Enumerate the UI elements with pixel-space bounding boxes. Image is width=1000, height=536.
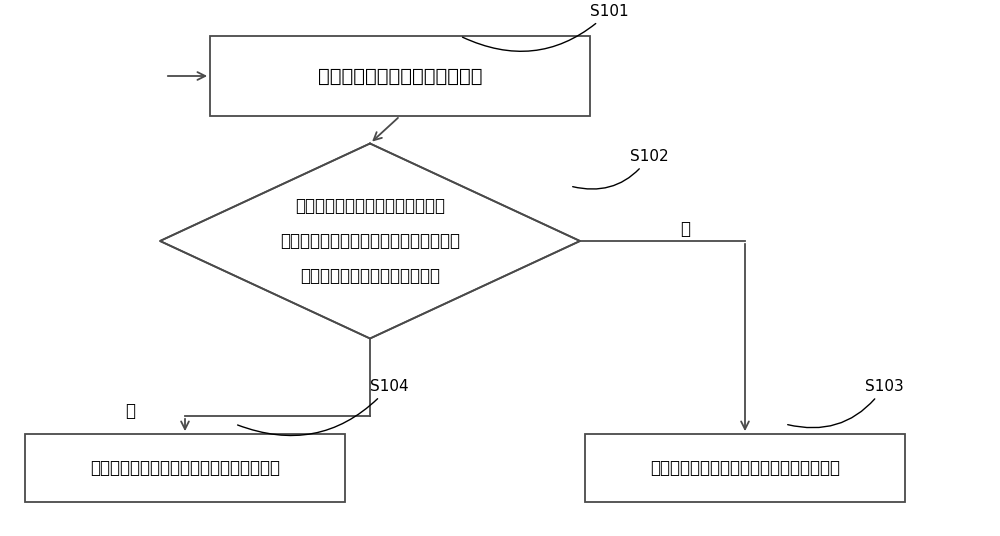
Text: S102: S102	[573, 149, 669, 189]
Text: S104: S104	[238, 379, 409, 436]
Text: 在电机在消磁过程中，对电机的: 在电机在消磁过程中，对电机的	[300, 267, 440, 285]
Bar	[585, 434, 905, 502]
Text: 继续对电机进行消磁处理直至电机完成消磁: 继续对电机进行消磁处理直至电机完成消磁	[650, 459, 840, 477]
Text: 回馈电流是否大于第一预设电流值: 回馈电流是否大于第一预设电流值	[295, 197, 445, 215]
Text: S101: S101	[463, 4, 629, 51]
Polygon shape	[160, 144, 580, 339]
Text: 是: 是	[125, 402, 135, 420]
Text: 在预设时间内关闭变频器的上下桥臂开关管: 在预设时间内关闭变频器的上下桥臂开关管	[90, 459, 280, 477]
Text: S103: S103	[788, 379, 904, 428]
Bar	[210, 36, 590, 116]
Text: 当电机停机时，对电机进行消磁: 当电机停机时，对电机进行消磁	[318, 66, 482, 86]
Bar	[25, 434, 345, 502]
Text: 直流母线上的回馈电流进行检测，并判断: 直流母线上的回馈电流进行检测，并判断	[280, 232, 460, 250]
Text: 否: 否	[680, 220, 690, 238]
